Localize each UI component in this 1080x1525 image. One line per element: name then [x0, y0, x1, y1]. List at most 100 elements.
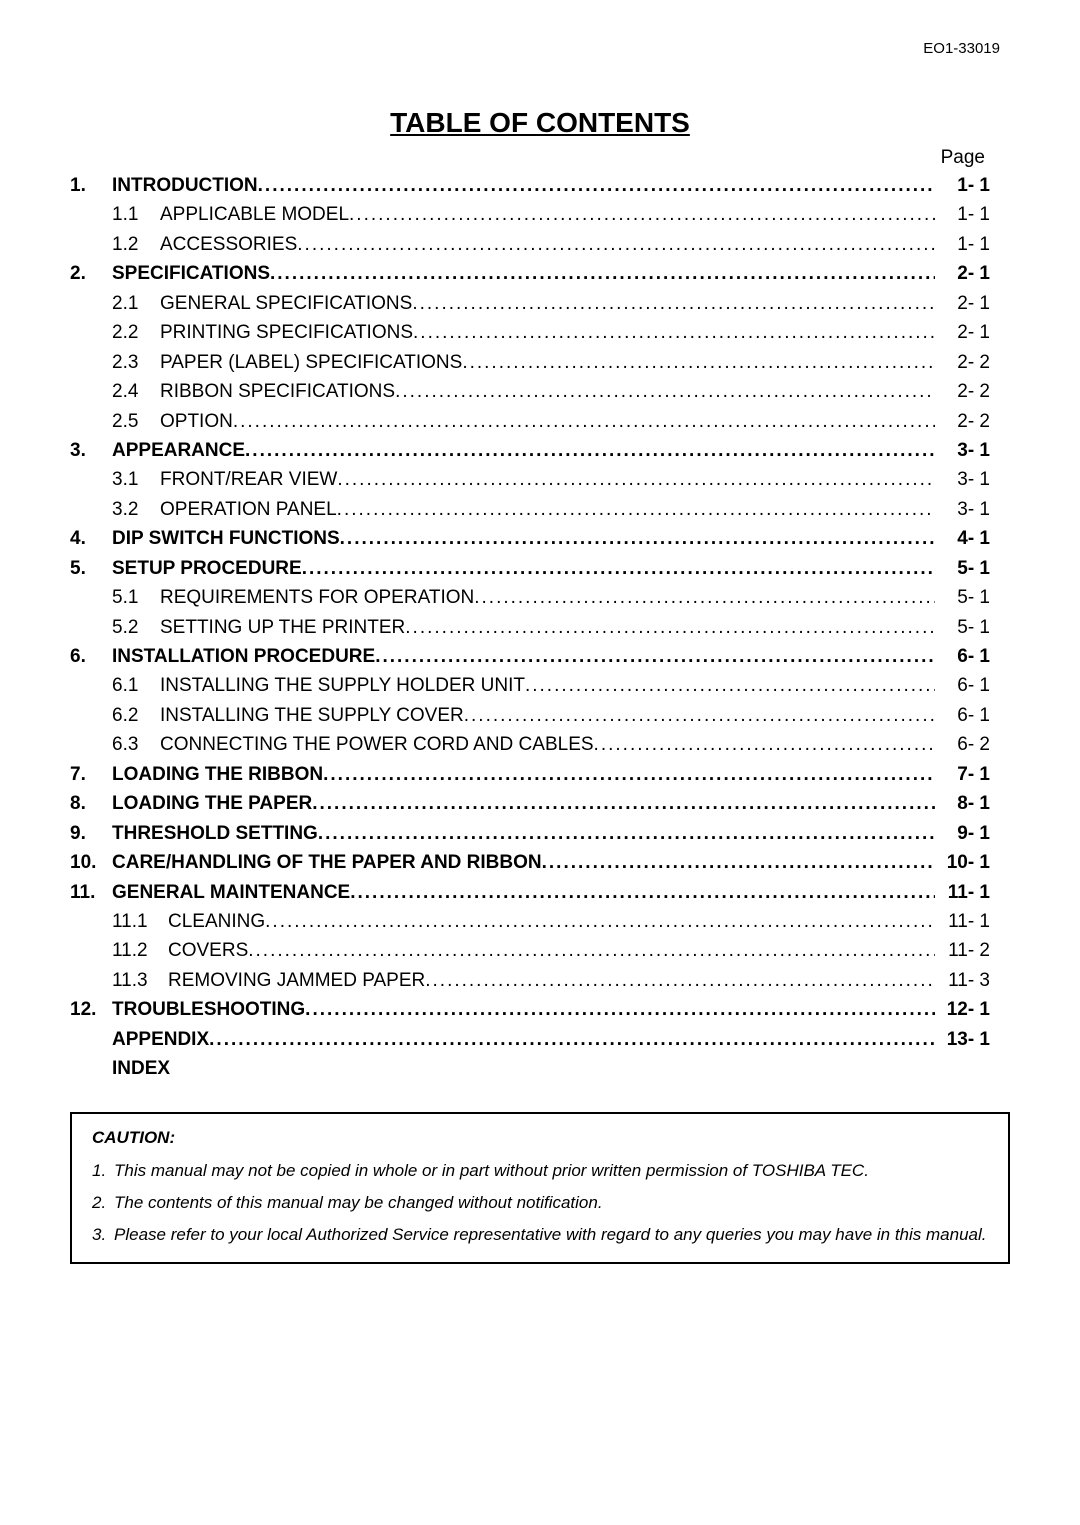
toc-section-title: LOADING THE RIBBON	[112, 760, 323, 789]
toc-leader: ........................................…	[265, 907, 935, 936]
toc-page-number: 13- 1	[935, 1025, 990, 1054]
toc-row: 1.2ACCESSORIES .........................…	[70, 230, 1010, 259]
toc-page-number: 2- 2	[935, 407, 990, 436]
toc-page-number: 1- 1	[935, 200, 990, 229]
toc-leader: ........................................…	[312, 789, 935, 818]
toc-section-number: 5.	[70, 554, 112, 583]
toc-leader: ........................................…	[464, 701, 935, 730]
toc-row: 12.TROUBLESHOOTING .....................…	[70, 995, 1010, 1024]
toc-row: 1.1APPLICABLE MODEL ....................…	[70, 200, 1010, 229]
toc-row: APPENDIX ...............................…	[70, 1025, 1010, 1054]
toc-row: 8.LOADING THE PAPER ....................…	[70, 789, 1010, 818]
toc-section-title: INDEX	[112, 1054, 170, 1083]
toc-leader: ........................................…	[375, 642, 935, 671]
toc-leader: ........................................…	[525, 671, 935, 700]
toc-page-number: 3- 1	[935, 495, 990, 524]
toc-page-number: 1- 1	[935, 171, 990, 200]
toc-row: 5.1REQUIREMENTS FOR OPERATION ..........…	[70, 583, 1010, 612]
toc-subsection-number: 3.2	[112, 495, 160, 524]
toc-row: 7.LOADING THE RIBBON ...................…	[70, 760, 1010, 789]
toc-page-number: 4- 1	[935, 524, 990, 553]
toc-row: 9.THRESHOLD SETTING.....................…	[70, 819, 1010, 848]
toc-page-number: 7- 1	[935, 760, 990, 789]
toc-row: 1.INTRODUCTION .........................…	[70, 171, 1010, 200]
toc-page-number: 9- 1	[935, 819, 990, 848]
toc-section-title: CARE/HANDLING OF THE PAPER AND RIBBON	[112, 848, 542, 877]
toc-section-number: 2.	[70, 259, 112, 288]
toc-subsection-title: APPLICABLE MODEL	[160, 200, 349, 229]
toc-leader: ........................................…	[412, 289, 935, 318]
page-column-label: Page	[70, 147, 985, 169]
toc-section-title: THRESHOLD SETTING	[112, 819, 318, 848]
caution-item-number: 1.	[92, 1160, 114, 1182]
toc-subsection-number: 6.1	[112, 671, 160, 700]
toc-row: 11.GENERAL MAINTENANCE .................…	[70, 878, 1010, 907]
toc-leader: ........................................…	[425, 966, 935, 995]
toc-section-title: DIP SWITCH FUNCTIONS	[112, 524, 340, 553]
toc-subsection-title: COVERS	[168, 936, 248, 965]
toc-leader: ........................................…	[305, 995, 935, 1024]
toc-subsection-number: 1.1	[112, 200, 160, 229]
toc-subsection-title: REQUIREMENTS FOR OPERATION	[160, 583, 474, 612]
toc-page-number: 5- 1	[935, 613, 990, 642]
toc-page-number: 2- 2	[935, 377, 990, 406]
toc-subsection-number: 6.2	[112, 701, 160, 730]
toc-leader: ........................................…	[233, 407, 935, 436]
toc-leader: ........................................…	[474, 583, 935, 612]
toc-leader: ........................................…	[318, 819, 935, 848]
toc-subsection-title: INSTALLING THE SUPPLY HOLDER UNIT	[160, 671, 525, 700]
toc-section-number: 3.	[70, 436, 112, 465]
caution-item-text: Please refer to your local Authorized Se…	[114, 1224, 988, 1246]
toc-leader: ........................................…	[209, 1025, 935, 1054]
toc-page-number: 6- 1	[935, 671, 990, 700]
toc-leader: ........................................…	[337, 465, 935, 494]
toc-row: 11.2COVERS .............................…	[70, 936, 1010, 965]
toc-subsection-title: ACCESSORIES	[160, 230, 297, 259]
toc-section-title: INTRODUCTION	[112, 171, 258, 200]
toc-page-number: 8- 1	[935, 789, 990, 818]
toc-section-title: INSTALLATION PROCEDURE	[112, 642, 375, 671]
toc-page-number: 2- 1	[935, 318, 990, 347]
caution-item-text: The contents of this manual may be chang…	[114, 1192, 988, 1214]
toc-row: 6.2INSTALLING THE SUPPLY COVER .........…	[70, 701, 1010, 730]
toc-section-title: APPENDIX	[112, 1025, 209, 1054]
toc-subsection-number: 5.2	[112, 613, 160, 642]
toc-subsection-number: 11.2	[112, 936, 168, 965]
toc-section-title: LOADING THE PAPER	[112, 789, 312, 818]
caution-item: 3.Please refer to your local Authorized …	[92, 1224, 988, 1246]
toc-subsection-title: OPTION	[160, 407, 233, 436]
toc-page-number: 11- 3	[935, 966, 990, 995]
toc-section-number: 7.	[70, 760, 112, 789]
toc-leader: ........................................…	[297, 230, 935, 259]
caution-item-number: 3.	[92, 1224, 114, 1246]
toc-section-number: 4.	[70, 524, 112, 553]
toc-section-title: SPECIFICATIONS	[112, 259, 270, 288]
toc-leader: ........................................…	[270, 259, 935, 288]
caution-title: CAUTION:	[92, 1128, 988, 1148]
toc-leader: ........................................…	[542, 848, 935, 877]
toc-subsection-number: 5.1	[112, 583, 160, 612]
toc-leader: ........................................…	[340, 524, 935, 553]
caution-box: CAUTION: 1.This manual may not be copied…	[70, 1112, 1010, 1264]
toc-row: 11.1CLEANING ...........................…	[70, 907, 1010, 936]
toc-row: 6.3CONNECTING THE POWER CORD AND CABLES.…	[70, 730, 1010, 759]
toc-subsection-number: 1.2	[112, 230, 160, 259]
toc-subsection-title: CLEANING	[168, 907, 265, 936]
toc-subsection-title: CONNECTING THE POWER CORD AND CABLES	[160, 730, 594, 759]
toc-subsection-title: RIBBON SPECIFICATIONS	[160, 377, 395, 406]
toc-row: 3.1FRONT/REAR VIEW......................…	[70, 465, 1010, 494]
toc-section-title: TROUBLESHOOTING	[112, 995, 305, 1024]
toc-leader: ........................................…	[594, 730, 935, 759]
toc-row: 2.SPECIFICATIONS .......................…	[70, 259, 1010, 288]
toc-row: 4.DIP SWITCH FUNCTIONS .................…	[70, 524, 1010, 553]
toc-row: 2.2PRINTING SPECIFICATIONS .............…	[70, 318, 1010, 347]
toc-subsection-number: 11.1	[112, 907, 168, 936]
toc-leader: ........................................…	[462, 348, 935, 377]
toc-page-number: 12- 1	[935, 995, 990, 1024]
caution-item: 2.The contents of this manual may be cha…	[92, 1192, 988, 1214]
toc-section-title: SETUP PROCEDURE	[112, 554, 302, 583]
toc-section-number: 11.	[70, 878, 112, 907]
toc-subsection-number: 6.3	[112, 730, 160, 759]
toc-subsection-title: INSTALLING THE SUPPLY COVER	[160, 701, 464, 730]
caution-item-text: This manual may not be copied in whole o…	[114, 1160, 988, 1182]
